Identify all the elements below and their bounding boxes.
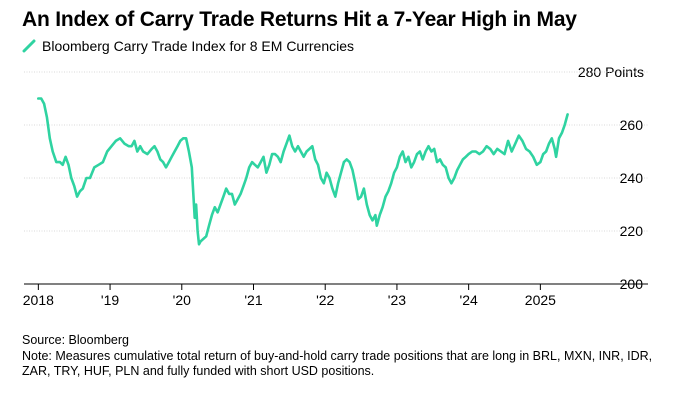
gridlines (24, 71, 648, 232)
x-tick-label: '22 (316, 292, 334, 308)
x-tick-label: '21 (244, 292, 262, 308)
y-tick-label-top: 280 Points (577, 64, 644, 80)
x-tick-label: 2025 (525, 292, 556, 308)
x-axis: 2018 '19 '20 '21 '22 '23 '24 2025 (23, 283, 648, 308)
legend-swatch (22, 39, 36, 53)
y-tick-label: 260 (620, 117, 644, 133)
x-tick-label: '20 (173, 292, 191, 308)
source-text: Source: Bloomberg (22, 333, 130, 347)
legend: Bloomberg Carry Trade Index for 8 EM Cur… (22, 38, 354, 54)
x-tick-label: '24 (460, 292, 478, 308)
y-tick-label: 200 (620, 276, 644, 292)
x-tick-label: 2018 (23, 292, 54, 308)
chart-title: An Index of Carry Trade Returns Hit a 7-… (22, 8, 577, 31)
footer: Source: Bloomberg Note: Measures cumulat… (22, 333, 662, 380)
y-tick-label: 220 (620, 223, 644, 239)
x-tick-label: '19 (101, 292, 119, 308)
y-tick-label: 240 (620, 170, 644, 186)
series-layer (37, 97, 569, 246)
x-tick-label: '23 (388, 292, 406, 308)
legend-label: Bloomberg Carry Trade Index for 8 EM Cur… (42, 38, 355, 54)
note-text: Note: Measures cumulative total return o… (22, 348, 653, 379)
series-line (37, 97, 569, 246)
y-axis-labels: 260 240 220 200 (620, 117, 644, 292)
